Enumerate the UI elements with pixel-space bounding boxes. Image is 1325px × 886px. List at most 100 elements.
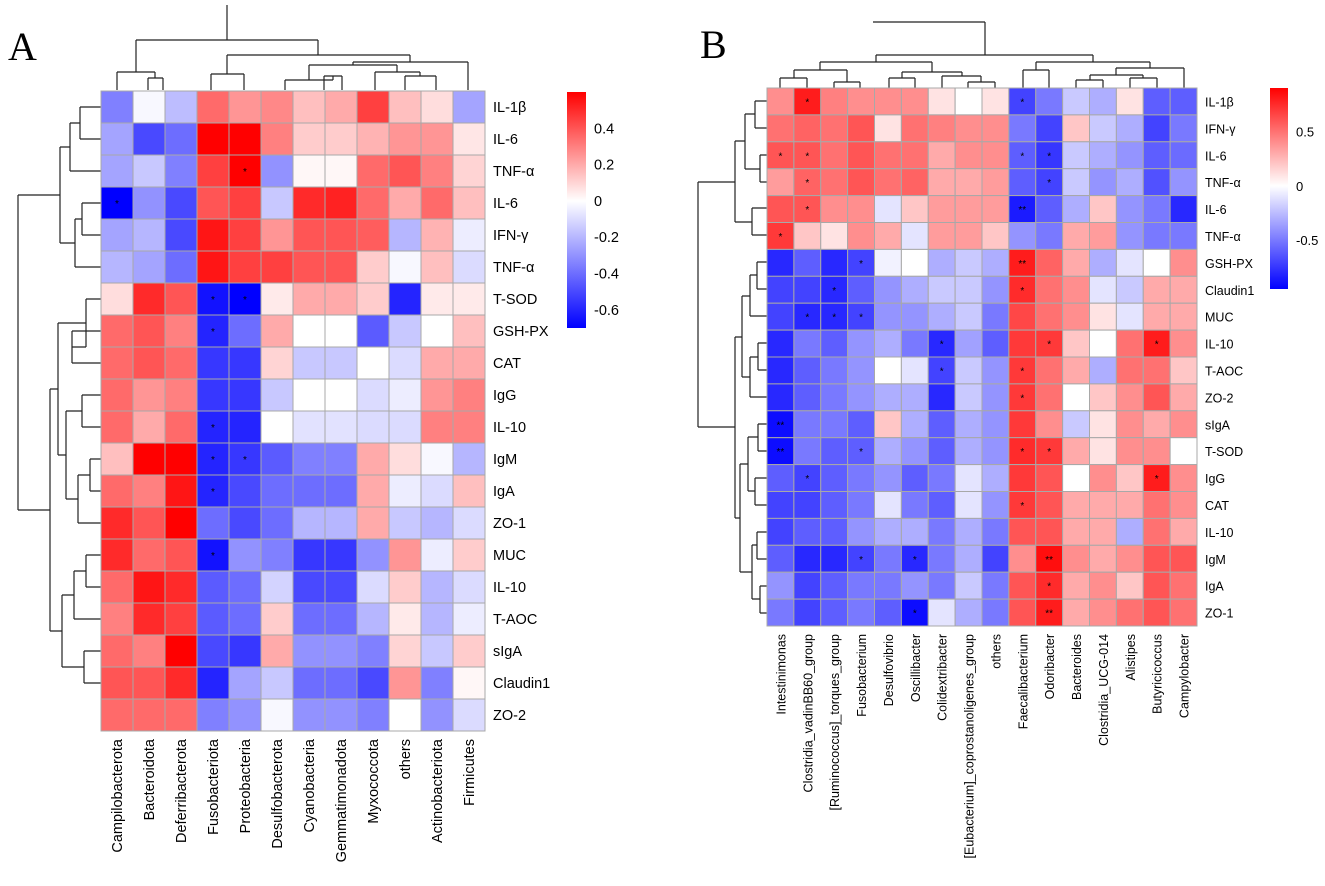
cell-r5-c1 <box>132 250 166 284</box>
cell-r17-c4 <box>874 544 902 573</box>
cell-r10-c2 <box>164 410 198 444</box>
column-label-fusobacterium: Fusobacterium <box>855 634 869 717</box>
cell-r3-c8 <box>981 168 1010 197</box>
significance-mark: * <box>913 609 917 620</box>
cell-r6-c0 <box>100 282 134 316</box>
cell-r17-c11 <box>452 634 486 668</box>
cell-r4-c12 <box>1089 195 1117 224</box>
cell-r9-c0 <box>766 329 795 358</box>
cell-r4-c10 <box>1035 195 1064 224</box>
cell-r10-c4 <box>874 356 902 385</box>
cell-r14-c9 <box>388 538 422 572</box>
significance-mark: * <box>243 167 247 178</box>
row-label-muc: MUC <box>493 548 526 564</box>
cell-r18-c11 <box>452 666 486 700</box>
significance-mark: * <box>1020 286 1024 297</box>
cell-r11-c4 <box>228 442 262 476</box>
cell-r9-c10 <box>420 378 454 412</box>
cell-r8-c7 <box>954 302 983 331</box>
cell-r10-c5 <box>260 410 294 444</box>
cell-r7-c10 <box>420 314 454 348</box>
cell-r14-c8 <box>356 538 390 572</box>
cell-r2-c13 <box>1115 141 1144 170</box>
cell-r10-c3 <box>847 356 875 385</box>
cell-r16-c9 <box>1008 517 1037 546</box>
cell-r15-c11 <box>1062 491 1090 519</box>
significance-mark: * <box>940 340 944 351</box>
cell-r17-c2 <box>164 634 198 668</box>
cell-r2-c6 <box>292 154 326 188</box>
cell-r14-c4 <box>874 464 902 493</box>
cell-r13-c12 <box>1089 437 1117 466</box>
cell-r8-c2 <box>164 346 198 380</box>
cell-r16-c5 <box>260 602 294 636</box>
significance-mark: * <box>859 447 863 458</box>
cell-r5-c11 <box>1062 222 1090 250</box>
cell-r15-c14 <box>1142 491 1171 519</box>
cell-r12-c9 <box>1008 410 1037 439</box>
significance-mark: * <box>1020 366 1024 377</box>
cell-r0-c7 <box>954 87 983 116</box>
significance-mark: ** <box>777 420 785 431</box>
cell-r14-c10 <box>1035 464 1064 493</box>
panel-a-colorbar: 0.4 0.2 0 -0.2 -0.4 -0.6 <box>567 92 619 328</box>
cell-r3-c4 <box>874 168 902 197</box>
cell-r1-c2 <box>820 114 849 143</box>
cell-r16-c2 <box>164 602 198 636</box>
significance-mark: * <box>1155 474 1159 485</box>
cell-r14-c12 <box>1089 464 1117 493</box>
cell-r18-c8 <box>356 666 390 700</box>
cell-r1-c8 <box>981 114 1010 143</box>
cell-r11-c5 <box>900 383 929 412</box>
cell-r7-c10 <box>1035 275 1064 304</box>
significance-mark: * <box>778 232 782 243</box>
cell-r10-c2 <box>820 356 849 385</box>
cell-r8-c1 <box>793 302 822 331</box>
cell-r5-c12 <box>1089 222 1117 250</box>
cell-r6-c8 <box>356 282 390 316</box>
cell-r14-c5 <box>900 464 929 493</box>
significance-mark: * <box>778 151 782 162</box>
cell-r11-c0 <box>766 383 795 412</box>
cell-r16-c3 <box>847 517 875 546</box>
cell-r6-c10 <box>420 282 454 316</box>
cell-r17-c9 <box>1008 544 1037 573</box>
cell-r7-c8 <box>356 314 390 348</box>
cell-r4-c6 <box>292 218 326 252</box>
cell-r3-c1 <box>132 186 166 220</box>
cell-r18-c10 <box>420 666 454 700</box>
cell-r9-c4 <box>228 378 262 412</box>
cell-r10-c4 <box>228 410 262 444</box>
cell-r5-c6 <box>292 250 326 284</box>
panel-a-col-dendrogram <box>116 5 469 90</box>
cell-r11-c6 <box>292 442 326 476</box>
cell-r9-c2 <box>820 329 849 358</box>
cell-r15-c8 <box>981 491 1010 519</box>
row-label-tnf: TNF-α <box>1205 176 1241 190</box>
cell-r3-c3 <box>847 168 875 197</box>
cell-r1-c8 <box>356 122 390 156</box>
cell-r19-c15 <box>1169 598 1198 627</box>
row-label-il-6: IL-6 <box>493 132 518 148</box>
cell-r12-c2 <box>820 410 849 439</box>
row-label-zo-1: ZO-1 <box>493 516 526 532</box>
cell-r19-c10 <box>1035 598 1064 627</box>
row-label-siga: sIgA <box>493 644 522 660</box>
cell-r14-c6 <box>927 464 956 493</box>
cell-r7-c6 <box>927 275 956 304</box>
row-label-il-1: IL-1β <box>493 100 526 116</box>
cell-r5-c8 <box>356 250 390 284</box>
cell-r11-c10 <box>420 442 454 476</box>
cell-r11-c2 <box>164 442 198 476</box>
cell-r14-c7 <box>954 464 983 493</box>
cell-r17-c9 <box>388 634 422 668</box>
panel-b-colorbar: 0.5 0 -0.5 <box>1270 88 1318 289</box>
cell-r8-c11 <box>1062 302 1090 331</box>
cell-r16-c4 <box>874 517 902 546</box>
cell-r3-c2 <box>164 186 198 220</box>
cell-r14-c0 <box>766 464 795 493</box>
cell-r6-c10 <box>1035 248 1064 277</box>
cell-r15-c0 <box>766 491 795 519</box>
cell-r15-c8 <box>356 570 390 604</box>
significance-mark: * <box>115 199 119 210</box>
